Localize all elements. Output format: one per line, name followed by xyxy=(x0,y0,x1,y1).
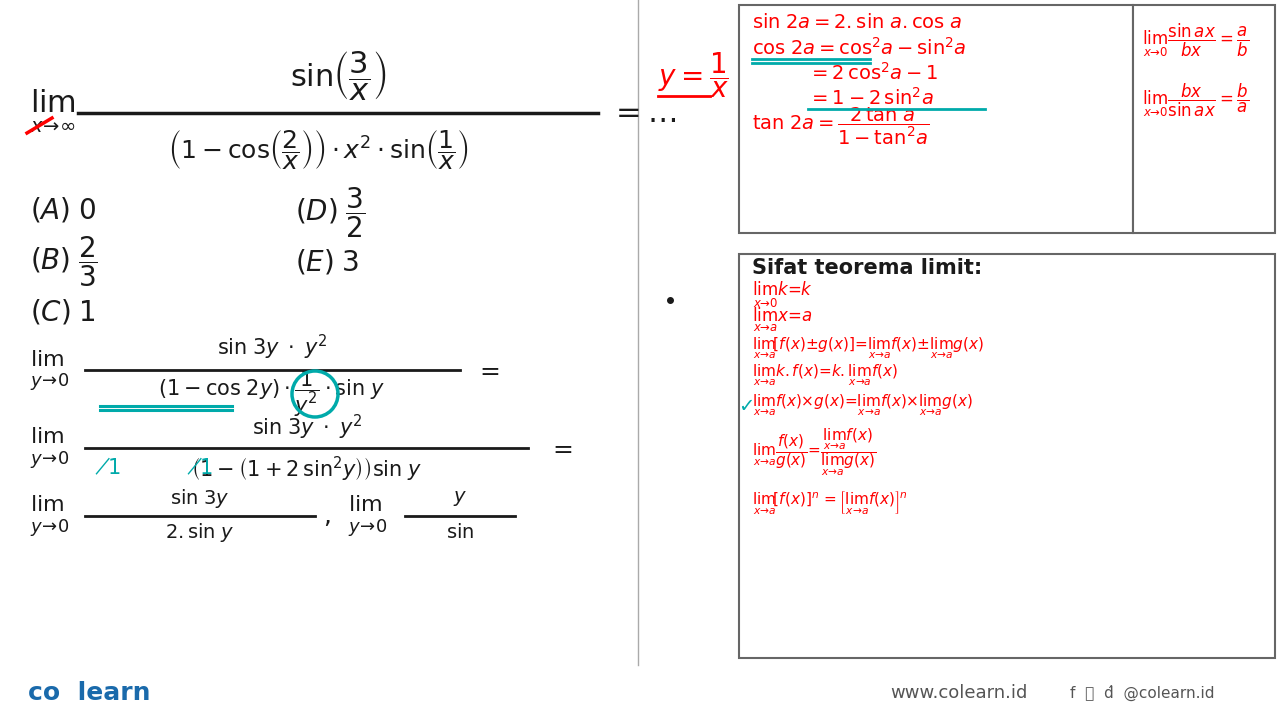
Text: $\left(1-\left(1+2\,\mathrm{sin}^{2}y\right)\right)\mathrm{sin}\;y$: $\left(1-\left(1+2\,\mathrm{sin}^{2}y\ri… xyxy=(192,454,422,484)
Text: $,$: $,$ xyxy=(323,504,330,528)
Text: $\lim_{x\to a}k.f(x) = k.\lim_{x\to a}f(x)$: $\lim_{x\to a}k.f(x) = k.\lim_{x\to a}f(… xyxy=(753,362,899,387)
Text: $\sin\!\left(\dfrac{3}{x}\right)$: $\sin\!\left(\dfrac{3}{x}\right)$ xyxy=(289,48,387,102)
FancyBboxPatch shape xyxy=(0,0,637,665)
Text: $\mathrm{lim}$: $\mathrm{lim}$ xyxy=(29,350,64,370)
FancyBboxPatch shape xyxy=(0,665,1280,720)
Text: $(C)\;1$: $(C)\;1$ xyxy=(29,297,96,326)
Text: $\checkmark$: $\checkmark$ xyxy=(739,395,753,415)
Text: $(A)\;0$: $(A)\;0$ xyxy=(29,196,96,225)
Text: $\mathrm{sin}$: $\mathrm{sin}$ xyxy=(445,523,474,542)
Text: $\not\!1$: $\not\!1$ xyxy=(187,457,212,479)
Text: $2.\mathrm{sin}\;y$: $2.\mathrm{sin}\;y$ xyxy=(165,521,234,544)
FancyBboxPatch shape xyxy=(1133,5,1275,233)
Text: $\mathrm{tan}\;2a = \dfrac{2\,\mathrm{tan}\;a}{1-\mathrm{tan}^{2}a}$: $\mathrm{tan}\;2a = \dfrac{2\,\mathrm{ta… xyxy=(753,105,929,147)
Text: $=\ldots$: $=\ldots$ xyxy=(611,99,676,127)
Text: $\mathrm{sin}\;3y\;\cdot\;y^{2}$: $\mathrm{sin}\;3y\;\cdot\;y^{2}$ xyxy=(216,333,328,361)
Text: $\lim_{x\to a}\dfrac{f(x)}{g(x)} = \dfrac{\lim_{x\to a}f(x)}{\lim_{x\to a}g(x)}$: $\lim_{x\to a}\dfrac{f(x)}{g(x)} = \dfra… xyxy=(753,426,877,477)
Text: $y$: $y$ xyxy=(453,490,467,508)
Text: $= 2\,\mathrm{cos}^{2}a - 1$: $= 2\,\mathrm{cos}^{2}a - 1$ xyxy=(808,62,938,84)
Text: $x\!\to\!\infty$: $x\!\to\!\infty$ xyxy=(29,117,76,135)
Text: $\lim_{x\to a} x = a$: $\lim_{x\to a} x = a$ xyxy=(753,306,813,334)
Text: $y\!\to\!0$: $y\!\to\!0$ xyxy=(29,516,69,538)
Text: f  Ⓞ  d́  @colearn.id: f Ⓞ d́ @colearn.id xyxy=(1070,685,1215,701)
Text: $\mathrm{cos}\;2a = \mathrm{cos}^{2}a - \mathrm{sin}^{2}a$: $\mathrm{cos}\;2a = \mathrm{cos}^{2}a - … xyxy=(753,37,966,59)
Text: $y\!\to\!0$: $y\!\to\!0$ xyxy=(348,516,388,538)
Text: $\mathrm{sin}\;2a = 2.\mathrm{sin}\;a.\mathrm{cos}\;a$: $\mathrm{sin}\;2a = 2.\mathrm{sin}\;a.\m… xyxy=(753,12,961,32)
Text: $y\!\to\!0$: $y\!\to\!0$ xyxy=(29,449,69,469)
Text: $\lim_{x\to a}f(x)\times g(x) = \lim_{x\to a}f(x)\times\lim_{x\to a}g(x)$: $\lim_{x\to a}f(x)\times g(x) = \lim_{x\… xyxy=(753,392,973,418)
Text: co  learn: co learn xyxy=(28,681,151,705)
FancyBboxPatch shape xyxy=(739,254,1275,658)
Text: $=$: $=$ xyxy=(475,358,500,382)
Text: $\mathrm{lim}$: $\mathrm{lim}$ xyxy=(29,495,64,515)
Text: $\not\!1$: $\not\!1$ xyxy=(95,457,120,479)
Text: www.colearn.id: www.colearn.id xyxy=(890,684,1028,702)
Text: $\lim_{x\to a}\!\left[f(x)\pm g(x)\right] = \lim_{x\to a}f(x)\pm\lim_{x\to a}g(x: $\lim_{x\to a}\!\left[f(x)\pm g(x)\right… xyxy=(753,336,984,361)
Text: $(B)\;\dfrac{2}{3}$: $(B)\;\dfrac{2}{3}$ xyxy=(29,235,97,289)
Text: $\mathrm{lim}$: $\mathrm{lim}$ xyxy=(29,427,64,447)
Text: $\lim_{x\to 0}\dfrac{bx}{\sin ax} = \dfrac{b}{a}$: $\lim_{x\to 0}\dfrac{bx}{\sin ax} = \dfr… xyxy=(1142,81,1249,119)
Text: $y = \dfrac{1}{x}$: $y = \dfrac{1}{x}$ xyxy=(658,50,728,100)
Text: $\mathrm{sin}\;3y$: $\mathrm{sin}\;3y$ xyxy=(170,487,229,510)
Text: $(E)\;3$: $(E)\;3$ xyxy=(294,248,360,276)
FancyBboxPatch shape xyxy=(637,0,1280,665)
Text: $\mathrm{lim}$: $\mathrm{lim}$ xyxy=(348,495,383,515)
Text: $(D)\;\dfrac{3}{2}$: $(D)\;\dfrac{3}{2}$ xyxy=(294,186,365,240)
Text: $\lim_{x\to a}\!\left[f(x)\right]^{n} = \left[\lim_{x\to a}f(x)\right]^{n}$: $\lim_{x\to a}\!\left[f(x)\right]^{n} = … xyxy=(753,488,908,516)
Text: $y\!\to\!0$: $y\!\to\!0$ xyxy=(29,372,69,392)
Text: $\lim_{x\to 0}\dfrac{\sin ax}{bx} = \dfrac{a}{b}$: $\lim_{x\to 0}\dfrac{\sin ax}{bx} = \dfr… xyxy=(1142,21,1249,59)
Text: $\lim$: $\lim$ xyxy=(29,89,76,117)
Text: $\left(1-\mathrm{cos}\;2y\right)\cdot\dfrac{1}{y^{2}}\cdot\mathrm{sin}\;y$: $\left(1-\mathrm{cos}\;2y\right)\cdot\df… xyxy=(159,369,385,419)
Text: $\mathrm{sin}\;3y\;\cdot\;y^{2}$: $\mathrm{sin}\;3y\;\cdot\;y^{2}$ xyxy=(252,413,362,441)
Text: $\lim_{x\to 0} k = k$: $\lim_{x\to 0} k = k$ xyxy=(753,280,813,310)
Text: $\left(1-\cos\!\left(\dfrac{2}{x}\right)\right)\cdot x^{2}\cdot\sin\!\left(\dfra: $\left(1-\cos\!\left(\dfrac{2}{x}\right)… xyxy=(168,128,468,172)
Text: Sifat teorema limit:: Sifat teorema limit: xyxy=(753,258,982,278)
FancyBboxPatch shape xyxy=(739,5,1133,233)
Text: $= 1 - 2\,\mathrm{sin}^{2}a$: $= 1 - 2\,\mathrm{sin}^{2}a$ xyxy=(808,87,934,109)
Text: $=$: $=$ xyxy=(548,436,573,460)
